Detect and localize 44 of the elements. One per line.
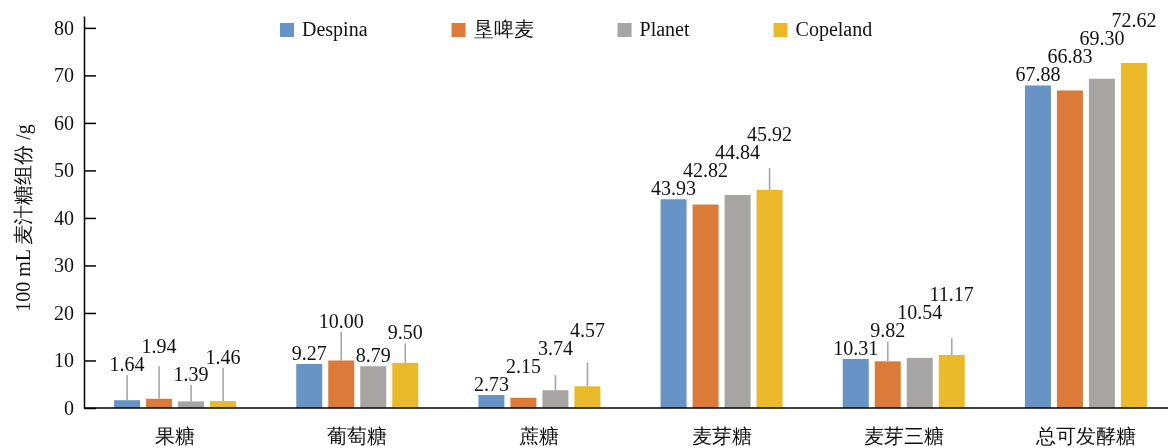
y-tick-label: 70: [54, 64, 74, 87]
legend-label: Planet: [639, 18, 690, 40]
bar: [478, 395, 505, 408]
data-label: 9.50: [387, 321, 423, 344]
bar: [574, 386, 601, 408]
data-label: 10.00: [318, 309, 364, 332]
bar: [1024, 85, 1051, 408]
y-tick-label: 40: [54, 206, 74, 229]
x-tick-label: 麦芽三糖: [863, 425, 944, 447]
bar: [660, 199, 687, 408]
y-tick-label: 60: [54, 111, 74, 134]
bar: [938, 354, 965, 408]
x-tick-label: 葡萄糖: [327, 425, 388, 447]
bar: [360, 366, 387, 408]
y-tick-label: 50: [54, 159, 74, 182]
x-tick-label: 总可发酵糖: [1034, 425, 1136, 447]
legend-label: Copeland: [795, 18, 873, 41]
bar: [842, 359, 869, 408]
bar: [1120, 62, 1147, 408]
y-tick-label: 10: [54, 349, 74, 372]
bar: [392, 362, 419, 408]
y-tick-label: 80: [54, 16, 74, 39]
x-tick-label: 果糖: [155, 425, 196, 447]
y-axis-title: 100 mL 麦汁糖组份 /g: [12, 124, 35, 312]
bar: [906, 357, 933, 408]
bar: [1056, 90, 1083, 408]
y-tick-label: 20: [54, 301, 74, 324]
bar: [114, 400, 141, 408]
bar: [724, 194, 751, 408]
y-tick-label: 30: [54, 254, 74, 277]
legend-label: 垦啤麦: [473, 18, 534, 40]
legend-label: Despina: [302, 18, 368, 41]
data-label: 9.27: [291, 341, 327, 364]
bar: [874, 361, 901, 408]
data-label: 8.79: [355, 344, 391, 367]
bar: [692, 204, 719, 408]
bar: [756, 189, 783, 408]
x-tick-label: 麦芽糖: [691, 425, 752, 447]
bar: [328, 360, 355, 408]
x-tick-label: 蔗糖: [519, 425, 560, 447]
bar: [296, 363, 323, 408]
data-label: 1.39: [173, 362, 209, 385]
y-tick-label: 0: [64, 396, 74, 419]
bar: [1088, 78, 1115, 408]
